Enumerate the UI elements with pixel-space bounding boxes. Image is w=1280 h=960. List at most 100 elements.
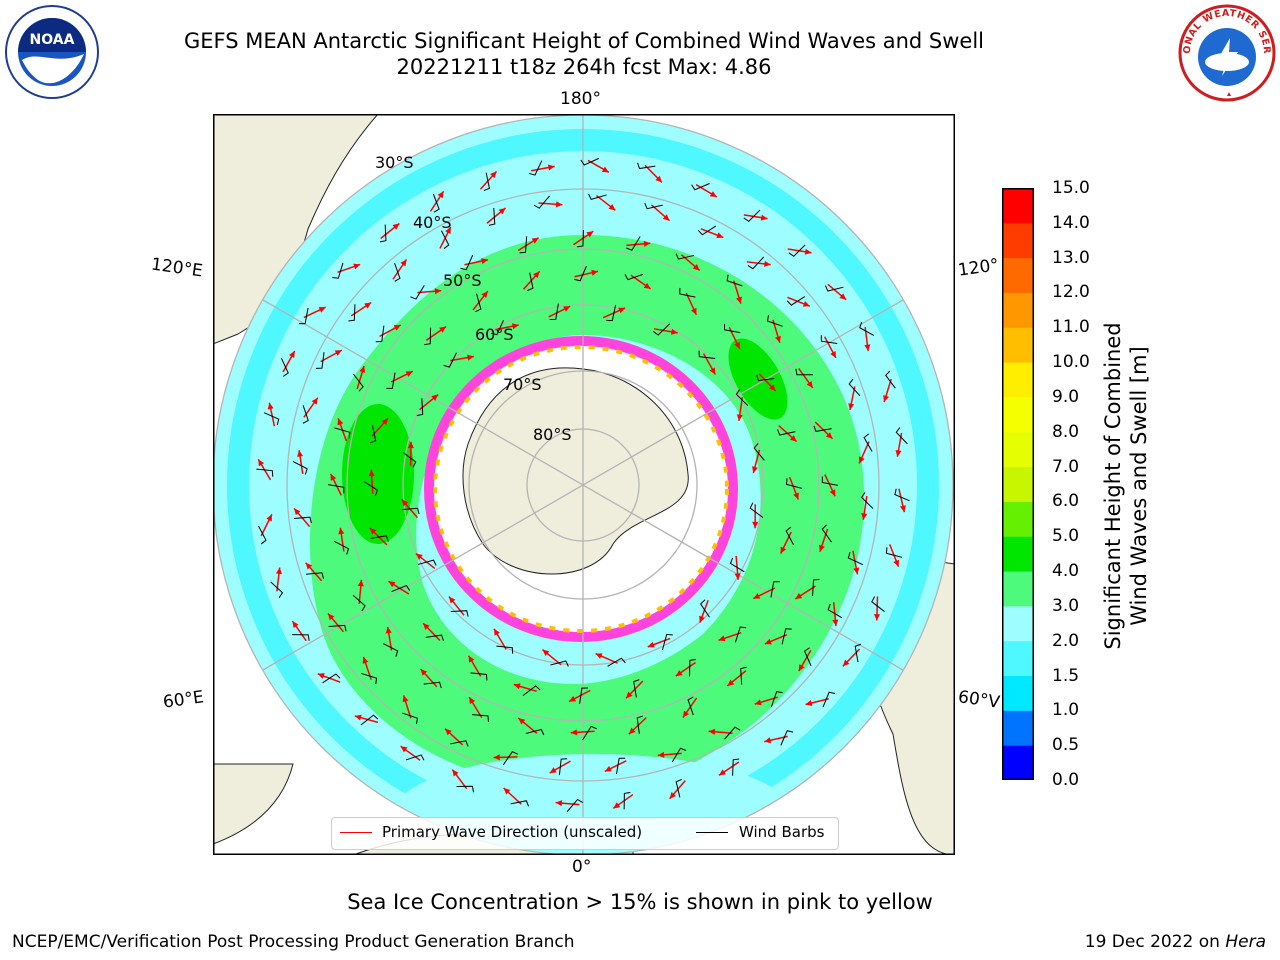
- colorbar-border: [1002, 188, 1034, 780]
- wave-direction-arrowhead: [859, 456, 865, 464]
- wave-direction-arrowhead: [317, 673, 325, 679]
- wave-direction-arrowhead: [494, 628, 500, 636]
- wave-direction-arrowhead: [294, 508, 301, 516]
- wave-direction-arrowhead: [555, 201, 563, 208]
- figure-subtitle: 20221211 t18z 264h fcst Max: 4.86: [396, 55, 772, 79]
- lon-label-120e: 120°E: [149, 254, 204, 282]
- wave-direction-arrowhead: [608, 204, 616, 211]
- wind-barb: [859, 321, 875, 336]
- wave-direction-arrowhead: [819, 544, 825, 552]
- colorbar-tick-label: 3.0: [1052, 595, 1080, 616]
- wave-direction-arrowhead: [327, 613, 335, 621]
- wave-direction-arrowhead: [775, 335, 781, 343]
- colorbar-band: [1002, 292, 1034, 328]
- wave-direction-arrowhead: [692, 264, 700, 271]
- wave-direction-arrowhead: [503, 787, 511, 795]
- wind-barb: [405, 754, 425, 761]
- colorbar-band: [1002, 501, 1034, 537]
- wave-direction-arrowhead: [795, 593, 803, 599]
- wave-direction-arrowhead: [392, 223, 400, 230]
- wind-barb: [770, 691, 783, 707]
- wind-barb: [729, 557, 745, 573]
- wind-barb: [786, 296, 806, 306]
- wind-barb: [334, 540, 350, 555]
- wave-direction-arrowhead: [754, 699, 762, 706]
- wave-direction-arrowhead: [832, 619, 839, 627]
- wave-direction-arrowhead: [359, 365, 366, 373]
- lon-label-180: 180°: [560, 89, 601, 109]
- wind-barb: [450, 610, 469, 617]
- wind-barb: [352, 594, 366, 612]
- colorbar-band: [1002, 745, 1034, 780]
- wind-barb: [623, 791, 631, 810]
- wave-direction-arrowhead: [549, 767, 557, 774]
- wind-barb: [785, 478, 803, 489]
- wave-direction-arrowhead: [364, 302, 372, 309]
- wave-direction-arrowhead: [825, 432, 833, 439]
- wave-direction-arrowhead: [388, 581, 396, 588]
- wind-barb: [522, 685, 541, 697]
- legend-wave-line: [340, 832, 372, 833]
- wave-direction-arrowhead: [569, 695, 577, 702]
- wave-direction-arrowhead: [662, 214, 670, 221]
- wave-direction-arrowhead: [518, 718, 526, 725]
- wave-direction-arrowhead: [804, 248, 812, 255]
- wind-barb: [281, 358, 289, 377]
- wave-direction-arrowhead: [709, 367, 716, 375]
- wave-direction-arrowhead: [764, 737, 772, 744]
- wind-barb: [566, 798, 583, 812]
- wind-barb: [292, 634, 310, 641]
- colorbar-band: [1002, 188, 1034, 224]
- noaa-logo-text: NOAA: [30, 32, 75, 48]
- wave-3-4m-zone: [310, 235, 865, 789]
- wave-direction-arrowhead: [511, 323, 519, 330]
- land-madagascar: [213, 763, 294, 845]
- wind-barb: [743, 209, 761, 223]
- wind-barb: [460, 254, 474, 271]
- legend-barb-label: Wind Barbs: [739, 823, 825, 841]
- wave-direction-arrowhead: [405, 371, 413, 377]
- colorbar-band: [1002, 571, 1034, 607]
- wind-barb: [895, 427, 908, 445]
- wind-barb: [441, 230, 450, 249]
- wind-barb: [813, 425, 832, 432]
- colorbar-tick-label: 12.0: [1052, 282, 1090, 303]
- wind-barb: [582, 725, 597, 741]
- wave-direction-arrowhead: [563, 306, 571, 312]
- wind-barb: [391, 584, 411, 592]
- wave-direction-arrowhead: [734, 573, 741, 580]
- wind-barb: [293, 516, 312, 524]
- wave-direction-arrowhead: [311, 397, 318, 405]
- wave-direction-arrowhead: [780, 546, 787, 554]
- wave-direction-arrowhead: [292, 621, 299, 629]
- wave-direction-arrowhead: [893, 559, 900, 567]
- wind-barb: [821, 476, 839, 486]
- wind-barb: [432, 194, 440, 213]
- wave-direction-arrowhead: [798, 664, 805, 672]
- wind-barb: [322, 673, 341, 684]
- wave-direction-arrowhead: [586, 231, 594, 238]
- wind-barb: [258, 525, 267, 545]
- colorbar-tick-label: 11.0: [1052, 317, 1090, 338]
- wave-direction-arrowhead: [449, 596, 456, 604]
- wave-direction-arrowhead: [445, 728, 452, 736]
- wind-barb: [812, 578, 820, 597]
- colorbar-band: [1002, 640, 1034, 677]
- wind-barb: [527, 272, 534, 291]
- wave-direction-arrowhead: [334, 350, 342, 356]
- lat-label-80s: 80°S: [533, 425, 572, 444]
- colorbar-band: [1002, 222, 1034, 259]
- wind-barb: [734, 626, 747, 643]
- wind-barb: [626, 236, 641, 251]
- wave-direction-arrowhead: [402, 695, 409, 703]
- wind-barb: [483, 172, 491, 192]
- colorbar-band: [1002, 396, 1034, 433]
- wind-barb: [470, 672, 488, 681]
- wind-barb: [860, 492, 874, 509]
- colorbar-band: [1002, 257, 1034, 293]
- wave-direction-arrowhead: [258, 459, 265, 467]
- wave-direction-arrowhead: [267, 402, 274, 410]
- colorbar: [1002, 188, 1034, 780]
- wind-barb: [723, 323, 741, 334]
- colorbar-tick-label: 4.0: [1052, 561, 1080, 582]
